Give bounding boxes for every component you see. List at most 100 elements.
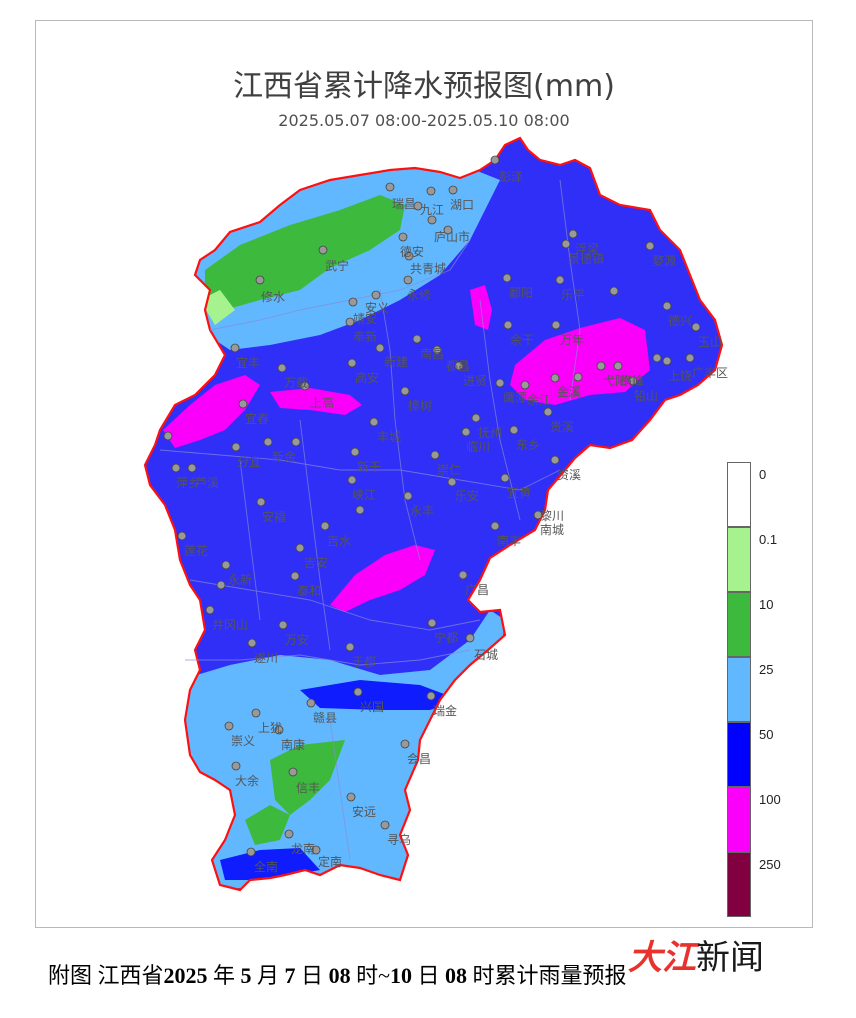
legend-swatch-25 [727, 657, 751, 722]
station-label: 瑞金 [433, 703, 457, 718]
legend-label: 50 [759, 727, 774, 742]
station-markers [163, 155, 701, 857]
station-label: 宜春 [245, 411, 269, 426]
station-label: 进贤 [463, 374, 487, 388]
station-label: 泰和 [297, 584, 321, 598]
station-label: 上饶 [668, 369, 692, 383]
station-label: 遂川 [254, 651, 278, 665]
station-label: 赣县 [313, 711, 337, 725]
station-label: 九江 [420, 203, 444, 217]
station-label: 抚州 [478, 426, 502, 440]
station-label: 定南 [318, 854, 342, 869]
station-label: 景德镇 [568, 251, 604, 266]
station-label: 丰城 [377, 430, 401, 444]
station-label: 都昌 [446, 359, 470, 373]
station-label: 永修 [407, 287, 431, 302]
watermark-logo: 大江新闻 [628, 938, 764, 978]
station-label: 乐平 [561, 288, 585, 302]
station-label: 信丰 [296, 781, 320, 795]
map-subtitle: 2025.05.07 08:00-2025.05.10 08:00 [278, 111, 570, 130]
station-label: 萍乡 [176, 476, 200, 490]
station-label: 武宁 [325, 258, 349, 273]
station-label: 芦溪 [195, 476, 219, 490]
station-label: 资溪 [557, 468, 581, 482]
legend-swatch-50 [727, 722, 751, 787]
station-label: 崇义 [231, 734, 255, 748]
station-label: 全南 [254, 859, 278, 874]
station-label: 鹰潭 [503, 390, 527, 405]
legend-label: 25 [759, 662, 774, 677]
station-label: 峡江 [352, 488, 376, 502]
station-label: 龙南 [291, 841, 315, 856]
station-label: 崇仁 [437, 463, 461, 477]
station-label: 靖安 [353, 311, 377, 326]
legend-label: 10 [759, 597, 774, 612]
station-label: 余江 [527, 392, 551, 407]
station-label: 寻乌 [387, 832, 411, 847]
station-label: 东乡 [516, 438, 540, 452]
station-label: 德安 [400, 244, 424, 259]
station-label: 兴国 [360, 700, 384, 714]
station-label: 高安 [355, 370, 379, 385]
station-label: 万安 [285, 632, 309, 647]
station-label: 南城 [540, 522, 564, 537]
station-labels: 彭泽 瑞昌 九江 湖口 庐山市 德安 共青城 武宁 修水 永修 安义 靖安 奉新… [176, 170, 728, 874]
station-label: 会昌 [407, 752, 431, 766]
station-label: 南康 [281, 737, 305, 752]
station-label: 奉新 [353, 329, 377, 344]
legend-swatch-0-1 [727, 527, 751, 592]
station-label: 共青城 [410, 262, 446, 276]
legend-swatch-250 [727, 852, 751, 917]
station-label: 乐安 [455, 488, 479, 503]
station-label: 玉山 [698, 335, 722, 349]
station-label: 庐山市 [434, 229, 470, 244]
station-label: 铅山 [634, 389, 658, 403]
station-label: 井冈山 [212, 618, 248, 632]
station-label: 彭泽 [499, 170, 523, 184]
station-label: 横峰 [620, 374, 644, 388]
legend-swatch-100 [727, 787, 751, 852]
legend-label: 100 [759, 792, 781, 807]
station-label: 上犹 [258, 721, 282, 735]
legend-label: 0.1 [759, 532, 778, 547]
station-label: 吉水 [327, 534, 351, 548]
station-label: 南昌 [420, 346, 444, 361]
station-label: 安福 [262, 509, 286, 524]
station-label: 宁都 [434, 630, 458, 645]
station-label: 瑞昌 [392, 197, 416, 211]
station-label: 新余 [272, 449, 296, 464]
station-label: 安远 [352, 804, 376, 819]
station-label: 永新 [228, 572, 252, 587]
station-label: 贵溪 [550, 420, 574, 434]
legend-label: 250 [759, 857, 781, 872]
station-label: 新建 [384, 354, 408, 369]
legend-swatch-10 [727, 592, 751, 657]
station-label: 婺源 [652, 253, 676, 268]
station-label: 德兴 [668, 313, 692, 328]
station-label: 余干 [510, 332, 534, 347]
figure-caption: 附图 江西省2025 年 5 月 7 日 08 时~10 日 08 时累计雨量预… [48, 963, 627, 988]
station-label: 金溪 [557, 384, 581, 399]
station-label: 鄱阳 [509, 286, 533, 300]
station-label: 临川 [466, 440, 490, 454]
station-label: 湖口 [450, 197, 474, 212]
station-label: 于都 [352, 655, 376, 669]
station-label: 修水 [261, 289, 285, 304]
station-label: 安义 [365, 300, 389, 315]
legend-swatch-0 [727, 462, 751, 527]
station-label: 广昌 [465, 583, 489, 597]
station-label: 弋阳 [603, 374, 627, 388]
station-label: 石城 [474, 648, 498, 662]
legend-label: 0 [759, 467, 767, 482]
station-label: 上高 [310, 395, 334, 410]
station-label: 大余 [235, 773, 259, 788]
map-title: 江西省累计降水预报图(mm) [233, 69, 615, 104]
station-label: 莲花 [184, 543, 208, 558]
station-label: 黎川 [540, 509, 564, 523]
station-label: 万年 [560, 333, 584, 347]
station-label: 宜黄 [507, 485, 531, 500]
station-label: 分宜 [237, 454, 261, 469]
station-label: 广丰区 [692, 366, 728, 380]
station-label: 新干 [357, 459, 381, 474]
